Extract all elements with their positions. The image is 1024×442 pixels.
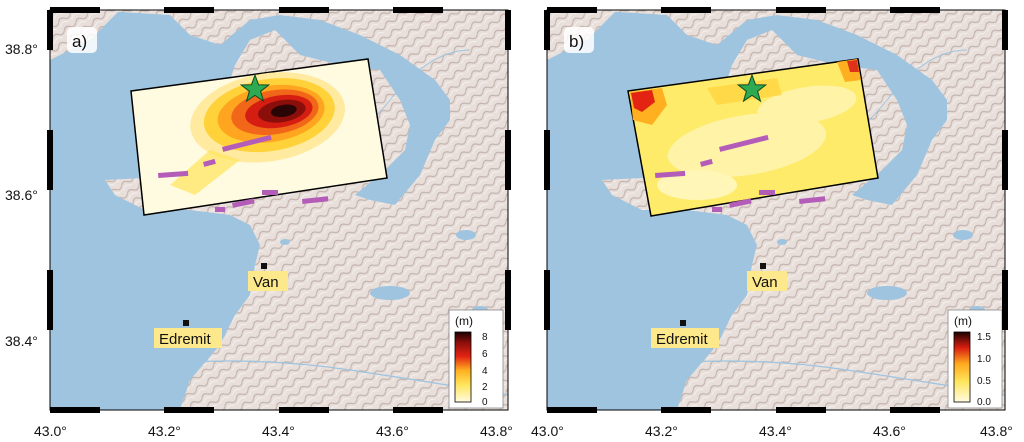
city-van: Van	[747, 263, 787, 291]
y-tick-label: 38.8°	[5, 41, 38, 57]
y-tick-label: 38.4°	[5, 333, 38, 349]
svg-text:2: 2	[482, 382, 488, 393]
x-tick-label: 43.4°	[262, 423, 295, 439]
land-mass	[90, 10, 508, 410]
svg-text:1.5: 1.5	[977, 332, 991, 343]
city-edremit: Edremit	[154, 320, 222, 348]
svg-text:0: 0	[482, 397, 488, 408]
svg-text:0.5: 0.5	[977, 376, 991, 387]
x-tick-label: 43.4°	[759, 423, 792, 439]
y-tick-label: 38.6°	[5, 187, 38, 203]
x-tick-label: 43.6°	[873, 423, 906, 439]
panel-tag-box	[67, 27, 97, 53]
x-tick-label: 43.2°	[148, 423, 181, 439]
svg-text:Van: Van	[253, 274, 279, 291]
panel-a: a) Van Edremit (m) 8 6 4 2 0	[47, 7, 511, 413]
svg-text:Edremit: Edremit	[656, 331, 709, 348]
slip-model	[130, 58, 388, 216]
panel-b: b) Van Edremit (m) 1.5 1.0 0.5 0.0	[544, 7, 1008, 413]
svg-text:Van: Van	[752, 274, 778, 291]
colorbar: (m) 1.5 1.0 0.5 0.0	[947, 309, 1003, 409]
svg-text:4: 4	[482, 366, 488, 377]
panel-tag: a)	[72, 32, 87, 51]
frame-ticks	[47, 7, 511, 413]
svg-text:(m): (m)	[455, 314, 473, 328]
panel-tag-box	[564, 27, 594, 53]
fault-traces	[655, 134, 826, 212]
epicenter-star-icon	[239, 73, 271, 103]
panel-tag: b)	[569, 32, 584, 51]
svg-text:(m): (m)	[954, 314, 972, 328]
svg-text:1.0: 1.0	[977, 354, 991, 365]
city-marker-icon	[261, 263, 267, 269]
svg-text:6: 6	[482, 349, 488, 360]
city-edremit: Edremit	[651, 320, 719, 348]
city-marker-icon	[760, 263, 766, 269]
svg-text:0.0: 0.0	[977, 397, 991, 408]
x-tick-label: 43.6°	[376, 423, 409, 439]
x-tick-label: 43.0°	[531, 423, 564, 439]
city-marker-icon	[183, 320, 189, 326]
city-marker-icon	[680, 320, 686, 326]
epicenter-star-icon	[736, 73, 768, 103]
colorbar: (m) 8 6 4 2 0	[448, 309, 504, 409]
land-mass	[587, 10, 1005, 410]
svg-text:Edremit: Edremit	[159, 331, 212, 348]
fault-traces	[157, 134, 329, 212]
x-tick-label: 43.8°	[480, 423, 513, 439]
svg-text:8: 8	[482, 332, 488, 343]
city-van: Van	[248, 263, 288, 291]
frame-ticks	[544, 7, 1008, 413]
map-area	[50, 10, 509, 410]
x-tick-label: 43.2°	[645, 423, 678, 439]
x-tick-label: 43.0°	[34, 423, 67, 439]
x-tick-label: 43.8°	[980, 423, 1013, 439]
